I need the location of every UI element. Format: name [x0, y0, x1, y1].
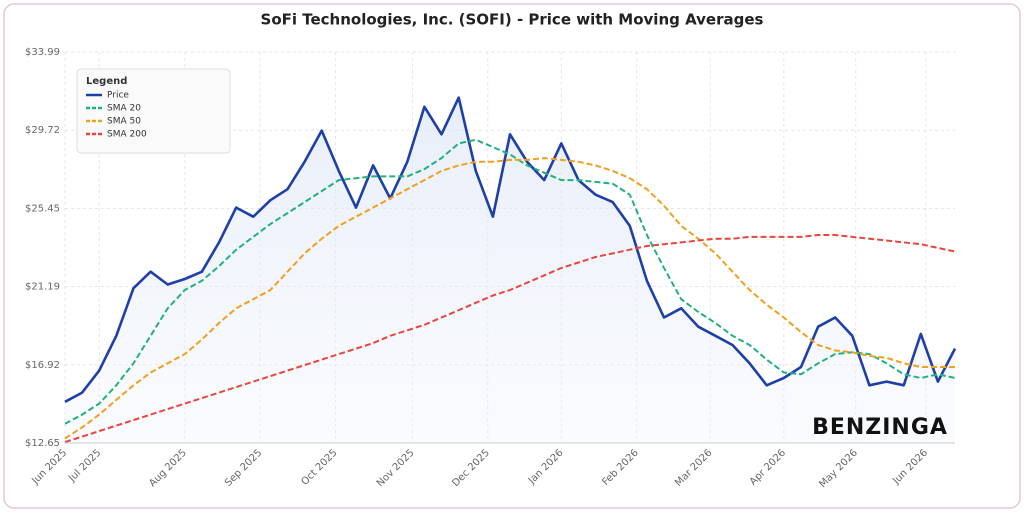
series-line [64, 234, 956, 444]
legend-title: Legend [86, 76, 127, 87]
y-tick-label: $25.45 [25, 203, 60, 214]
y-tick-label: $12.65 [25, 438, 60, 449]
watermark: BENZINGA [812, 415, 948, 440]
y-tick-label: $16.92 [25, 360, 60, 371]
series-line [64, 96, 957, 403]
legend-label: SMA 50 [107, 117, 141, 127]
price-area [65, 97, 955, 443]
series-line [64, 157, 955, 440]
series-line [64, 138, 956, 425]
legend-label: Price [107, 91, 129, 101]
y-tick-label: $33.99 [25, 47, 60, 58]
legend-label: SMA 200 [107, 130, 147, 140]
chart-title: SoFi Technologies, Inc. (SOFI) - Price w… [261, 11, 764, 29]
legend-label: SMA 20 [107, 104, 141, 114]
y-tick-label: $29.72 [25, 125, 60, 136]
y-tick-label: $21.19 [25, 282, 60, 293]
legend-box [76, 68, 231, 154]
